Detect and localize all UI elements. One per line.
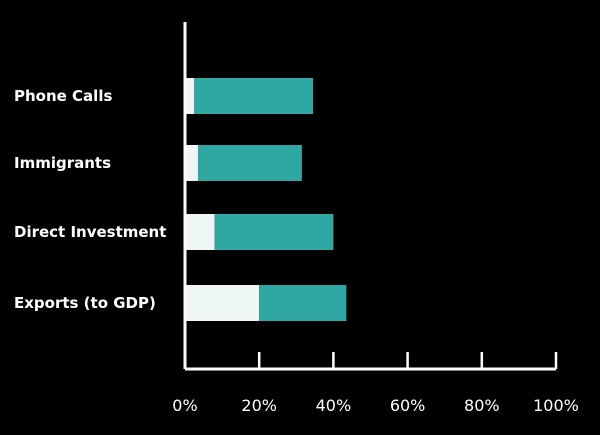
bar-direct-investment-segment-2: [214, 214, 334, 250]
bar-direct-investment-segment-1: [185, 214, 215, 250]
x-tick-label-4: 80%: [464, 396, 500, 415]
category-labels: Phone Calls Immigrants Direct Investment Ex…: [14, 87, 166, 312]
x-tick-label-3: 60%: [390, 396, 426, 415]
category-label-exports-to-gdp: Exports (to GDP): [14, 294, 156, 312]
x-tick-label-1: 20%: [241, 396, 277, 415]
category-label-direct-investment: Direct Investment: [14, 223, 166, 241]
bar-immigrants-segment-2: [197, 145, 302, 181]
x-tick-label-0: 0%: [172, 396, 197, 415]
bar-immigrants-segment-1: [185, 145, 198, 181]
category-label-phone-calls: Phone Calls: [14, 87, 112, 105]
bar-phone-calls-segment-2: [194, 78, 313, 114]
x-axis-ticks: 0% 20% 40% 60% 80% 100%: [172, 352, 579, 415]
bar-phone-calls-segment-1: [185, 78, 195, 114]
bar-exports-to-gdp-segment-1: [185, 285, 260, 321]
category-label-immigrants: Immigrants: [14, 154, 111, 172]
bars-layer: [185, 78, 347, 321]
bar-exports-to-gdp-segment-2: [259, 285, 347, 321]
x-tick-label-5: 100%: [533, 396, 579, 415]
x-tick-label-2: 40%: [316, 396, 352, 415]
